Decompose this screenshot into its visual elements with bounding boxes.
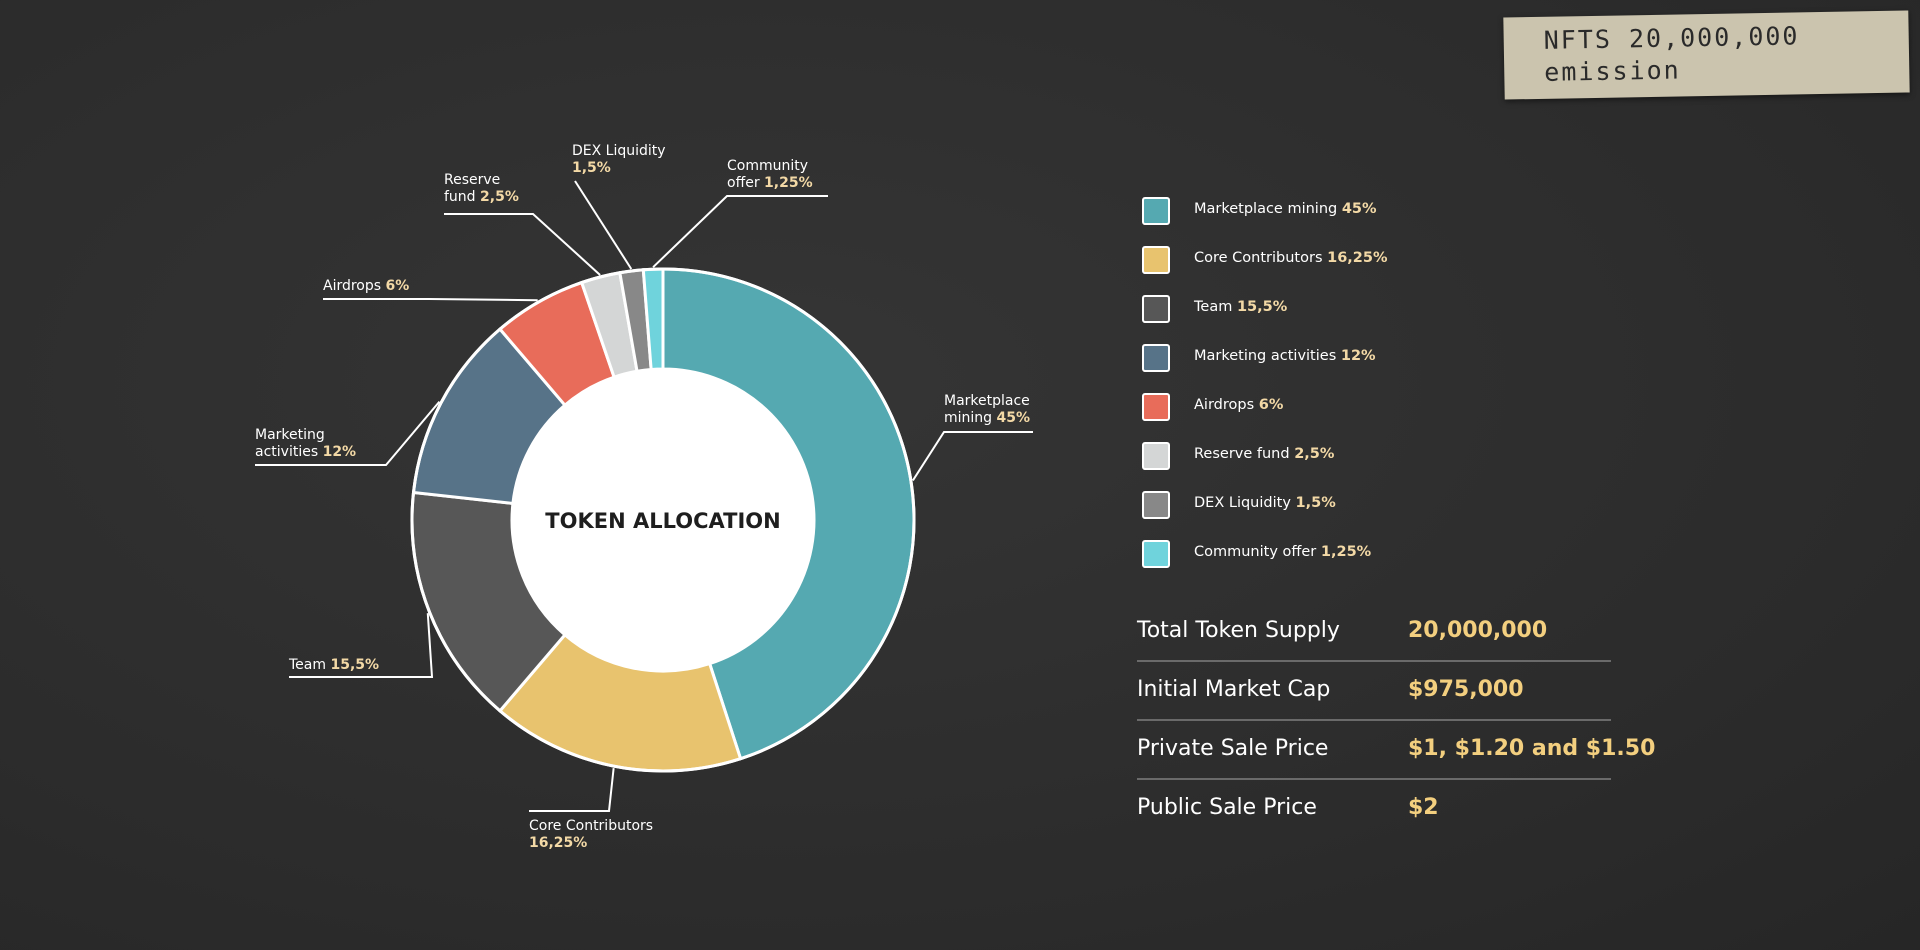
slice-label-value: 2,5%	[480, 189, 519, 205]
legend-value: 12%	[1340, 348, 1376, 364]
table-value: 20,000,000	[1408, 618, 1548, 643]
leader-line	[652, 195, 828, 268]
legend-value: 16,25%	[1327, 250, 1388, 266]
legend-swatch	[1142, 246, 1170, 274]
legend-value: 1,25%	[1320, 544, 1372, 560]
slice-label-name: Team	[289, 657, 327, 673]
note-line: emission	[1544, 55, 1681, 87]
legend-name: Team	[1194, 299, 1233, 315]
legend-entry: Marketplace mining 45%	[1194, 201, 1377, 217]
legend-entry: Community offer 1,25%	[1194, 544, 1371, 560]
table-separator	[1137, 778, 1611, 780]
slice-label-name: Marketing activities	[255, 427, 325, 460]
legend-name: Reserve fund	[1194, 446, 1290, 462]
slice-label: Team 15,5%	[289, 657, 409, 674]
slice-label-name: Marketplace mining	[944, 393, 1030, 426]
legend-value: 2,5%	[1294, 446, 1335, 462]
leader-line	[529, 768, 615, 812]
table-value: $1, $1.20 and $1.50	[1408, 736, 1656, 761]
slice-label: Core Contributors 16,25%	[529, 818, 679, 852]
legend-swatch	[1142, 295, 1170, 323]
table-label: Public Sale Price	[1137, 795, 1317, 820]
legend-name: Marketing activities	[1194, 348, 1337, 364]
legend-name: Community offer	[1194, 544, 1317, 560]
table-label: Private Sale Price	[1137, 736, 1329, 761]
legend-swatch	[1142, 393, 1170, 421]
slice-label-value: 16,25%	[529, 835, 588, 851]
chart-title: TOKEN ALLOCATION	[545, 509, 780, 533]
slice-label-value: 6%	[385, 278, 410, 294]
slice-label: Marketing activities 12%	[255, 427, 385, 461]
leader-line	[574, 180, 633, 270]
slice-label-name: Community offer	[727, 158, 809, 191]
slice-label-name: DEX Liquidity	[572, 143, 666, 159]
legend-name: DEX Liquidity	[1194, 495, 1291, 511]
donut-hole	[512, 369, 814, 671]
donut-border	[410, 267, 916, 773]
leader-line	[323, 298, 538, 302]
slice-label-value: 45%	[996, 410, 1031, 426]
leader-line	[912, 431, 1033, 481]
note: NFTS 20,000,000 emission	[1503, 10, 1910, 100]
slice-label-name: Reserve fund	[444, 172, 501, 205]
legend-name: Marketplace mining	[1194, 201, 1338, 217]
legend-swatch	[1142, 442, 1170, 470]
legend-swatch	[1142, 344, 1170, 372]
slice-label: Reserve fund 2,5%	[444, 172, 534, 206]
table-value: $2	[1408, 795, 1439, 820]
slice-label-value: 1,5%	[572, 160, 611, 176]
legend-value: 1,5%	[1295, 495, 1336, 511]
legend-name: Core Contributors	[1194, 250, 1323, 266]
legend-swatch	[1142, 197, 1170, 225]
table-separator	[1137, 719, 1611, 721]
legend-entry: Marketing activities 12%	[1194, 348, 1376, 364]
leader-line	[255, 400, 441, 466]
legend-entry: DEX Liquidity 1,5%	[1194, 495, 1336, 511]
legend-name: Airdrops	[1194, 397, 1255, 413]
table-label: Total Token Supply	[1137, 618, 1340, 643]
slice-label-value: 15,5%	[330, 657, 380, 673]
leader-line	[289, 613, 434, 678]
slice-label-name: Core Contributors	[529, 818, 654, 834]
legend-entry: Reserve fund 2,5%	[1194, 446, 1334, 462]
slice-label-value: 12%	[322, 444, 357, 460]
table-value: $975,000	[1408, 677, 1524, 702]
legend-value: 45%	[1341, 201, 1377, 217]
slice-label: DEX Liquidity 1,5%	[572, 143, 692, 177]
slice-label: Community offer 1,25%	[727, 158, 837, 192]
legend-value: 15,5%	[1236, 299, 1288, 315]
leader-line	[444, 213, 601, 276]
legend-entry: Team 15,5%	[1194, 299, 1287, 315]
table-separator	[1137, 660, 1611, 662]
legend-value: 6%	[1258, 397, 1284, 413]
legend-entry: Core Contributors 16,25%	[1194, 250, 1388, 266]
slice-label: Marketplace mining 45%	[944, 393, 1054, 427]
slice-label-name: Airdrops	[323, 278, 382, 294]
legend-swatch	[1142, 540, 1170, 568]
slice-label: Airdrops 6%	[323, 278, 443, 295]
legend-swatch	[1142, 491, 1170, 519]
slice-label-value: 1,25%	[764, 175, 813, 191]
legend-entry: Airdrops 6%	[1194, 397, 1283, 413]
table-label: Initial Market Cap	[1137, 677, 1331, 702]
